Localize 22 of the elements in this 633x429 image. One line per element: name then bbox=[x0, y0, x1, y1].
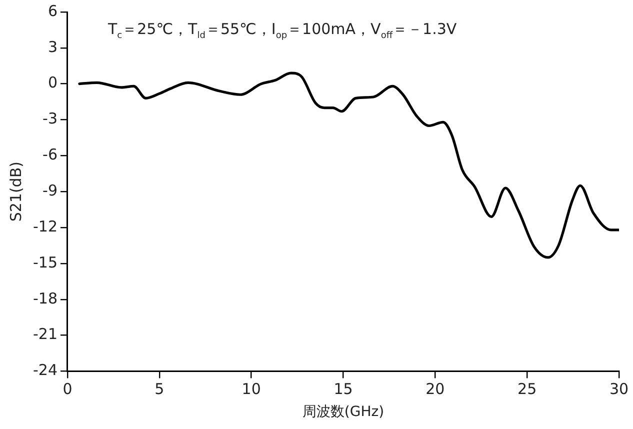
y-tick-label: -21 bbox=[33, 325, 58, 344]
x-axis-title: 周波数(GHz) bbox=[302, 404, 384, 420]
line-series bbox=[78, 72, 619, 259]
y-tick-label: -18 bbox=[33, 289, 58, 308]
y-tick-label: -12 bbox=[33, 217, 58, 236]
text: T$_{c}$＝25℃，T$_{ld}$＝55℃，I$_{op}$＝100mA，V$_{off}$＝－1.3V bbox=[108, 20, 457, 41]
x-tick-label: 0 bbox=[62, 380, 72, 398]
x-tick-label: 15 bbox=[334, 380, 353, 398]
y-tick-label: 6 bbox=[48, 2, 58, 20]
x-tick-label: 25 bbox=[518, 380, 537, 398]
y-tick-label: -6 bbox=[42, 146, 58, 164]
x-tick-label: 10 bbox=[242, 380, 261, 398]
x-tick-label: 20 bbox=[426, 380, 445, 398]
y-tick-label: -3 bbox=[42, 110, 58, 128]
y-tick-label: 0 bbox=[48, 74, 58, 92]
x-tick-label: 30 bbox=[609, 380, 629, 398]
y-axis-title: S21(dB) bbox=[6, 162, 25, 222]
y-tick-label: -9 bbox=[42, 181, 58, 200]
x-tick-label: 5 bbox=[154, 380, 164, 398]
y-tick-label: -24 bbox=[33, 361, 58, 380]
y-tick-label: -15 bbox=[33, 253, 58, 272]
y-tick-label: 3 bbox=[48, 38, 58, 56]
